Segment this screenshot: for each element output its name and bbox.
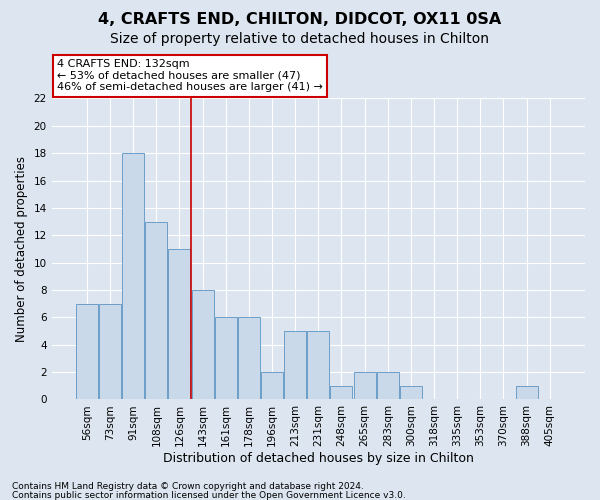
Bar (191, 290, 214, 400)
Bar (331, 386, 352, 400)
Bar (238, 318, 260, 400)
Bar (169, 249, 190, 400)
Bar (284, 331, 306, 400)
Text: 4 CRAFTS END: 132sqm
← 53% of detached houses are smaller (47)
46% of semi-detac: 4 CRAFTS END: 132sqm ← 53% of detached h… (57, 59, 323, 92)
Bar (122, 153, 144, 400)
Bar (99, 304, 121, 400)
Bar (400, 386, 422, 400)
Bar (215, 318, 237, 400)
Bar (515, 386, 538, 400)
Text: 4, CRAFTS END, CHILTON, DIDCOT, OX11 0SA: 4, CRAFTS END, CHILTON, DIDCOT, OX11 0SA (98, 12, 502, 28)
Bar (76, 304, 98, 400)
Bar (261, 372, 283, 400)
Y-axis label: Number of detached properties: Number of detached properties (15, 156, 28, 342)
Bar (377, 372, 399, 400)
X-axis label: Distribution of detached houses by size in Chilton: Distribution of detached houses by size … (163, 452, 474, 465)
Bar (307, 331, 329, 400)
Text: Contains public sector information licensed under the Open Government Licence v3: Contains public sector information licen… (12, 490, 406, 500)
Text: Size of property relative to detached houses in Chilton: Size of property relative to detached ho… (110, 32, 490, 46)
Bar (353, 372, 376, 400)
Text: Contains HM Land Registry data © Crown copyright and database right 2024.: Contains HM Land Registry data © Crown c… (12, 482, 364, 491)
Bar (145, 222, 167, 400)
